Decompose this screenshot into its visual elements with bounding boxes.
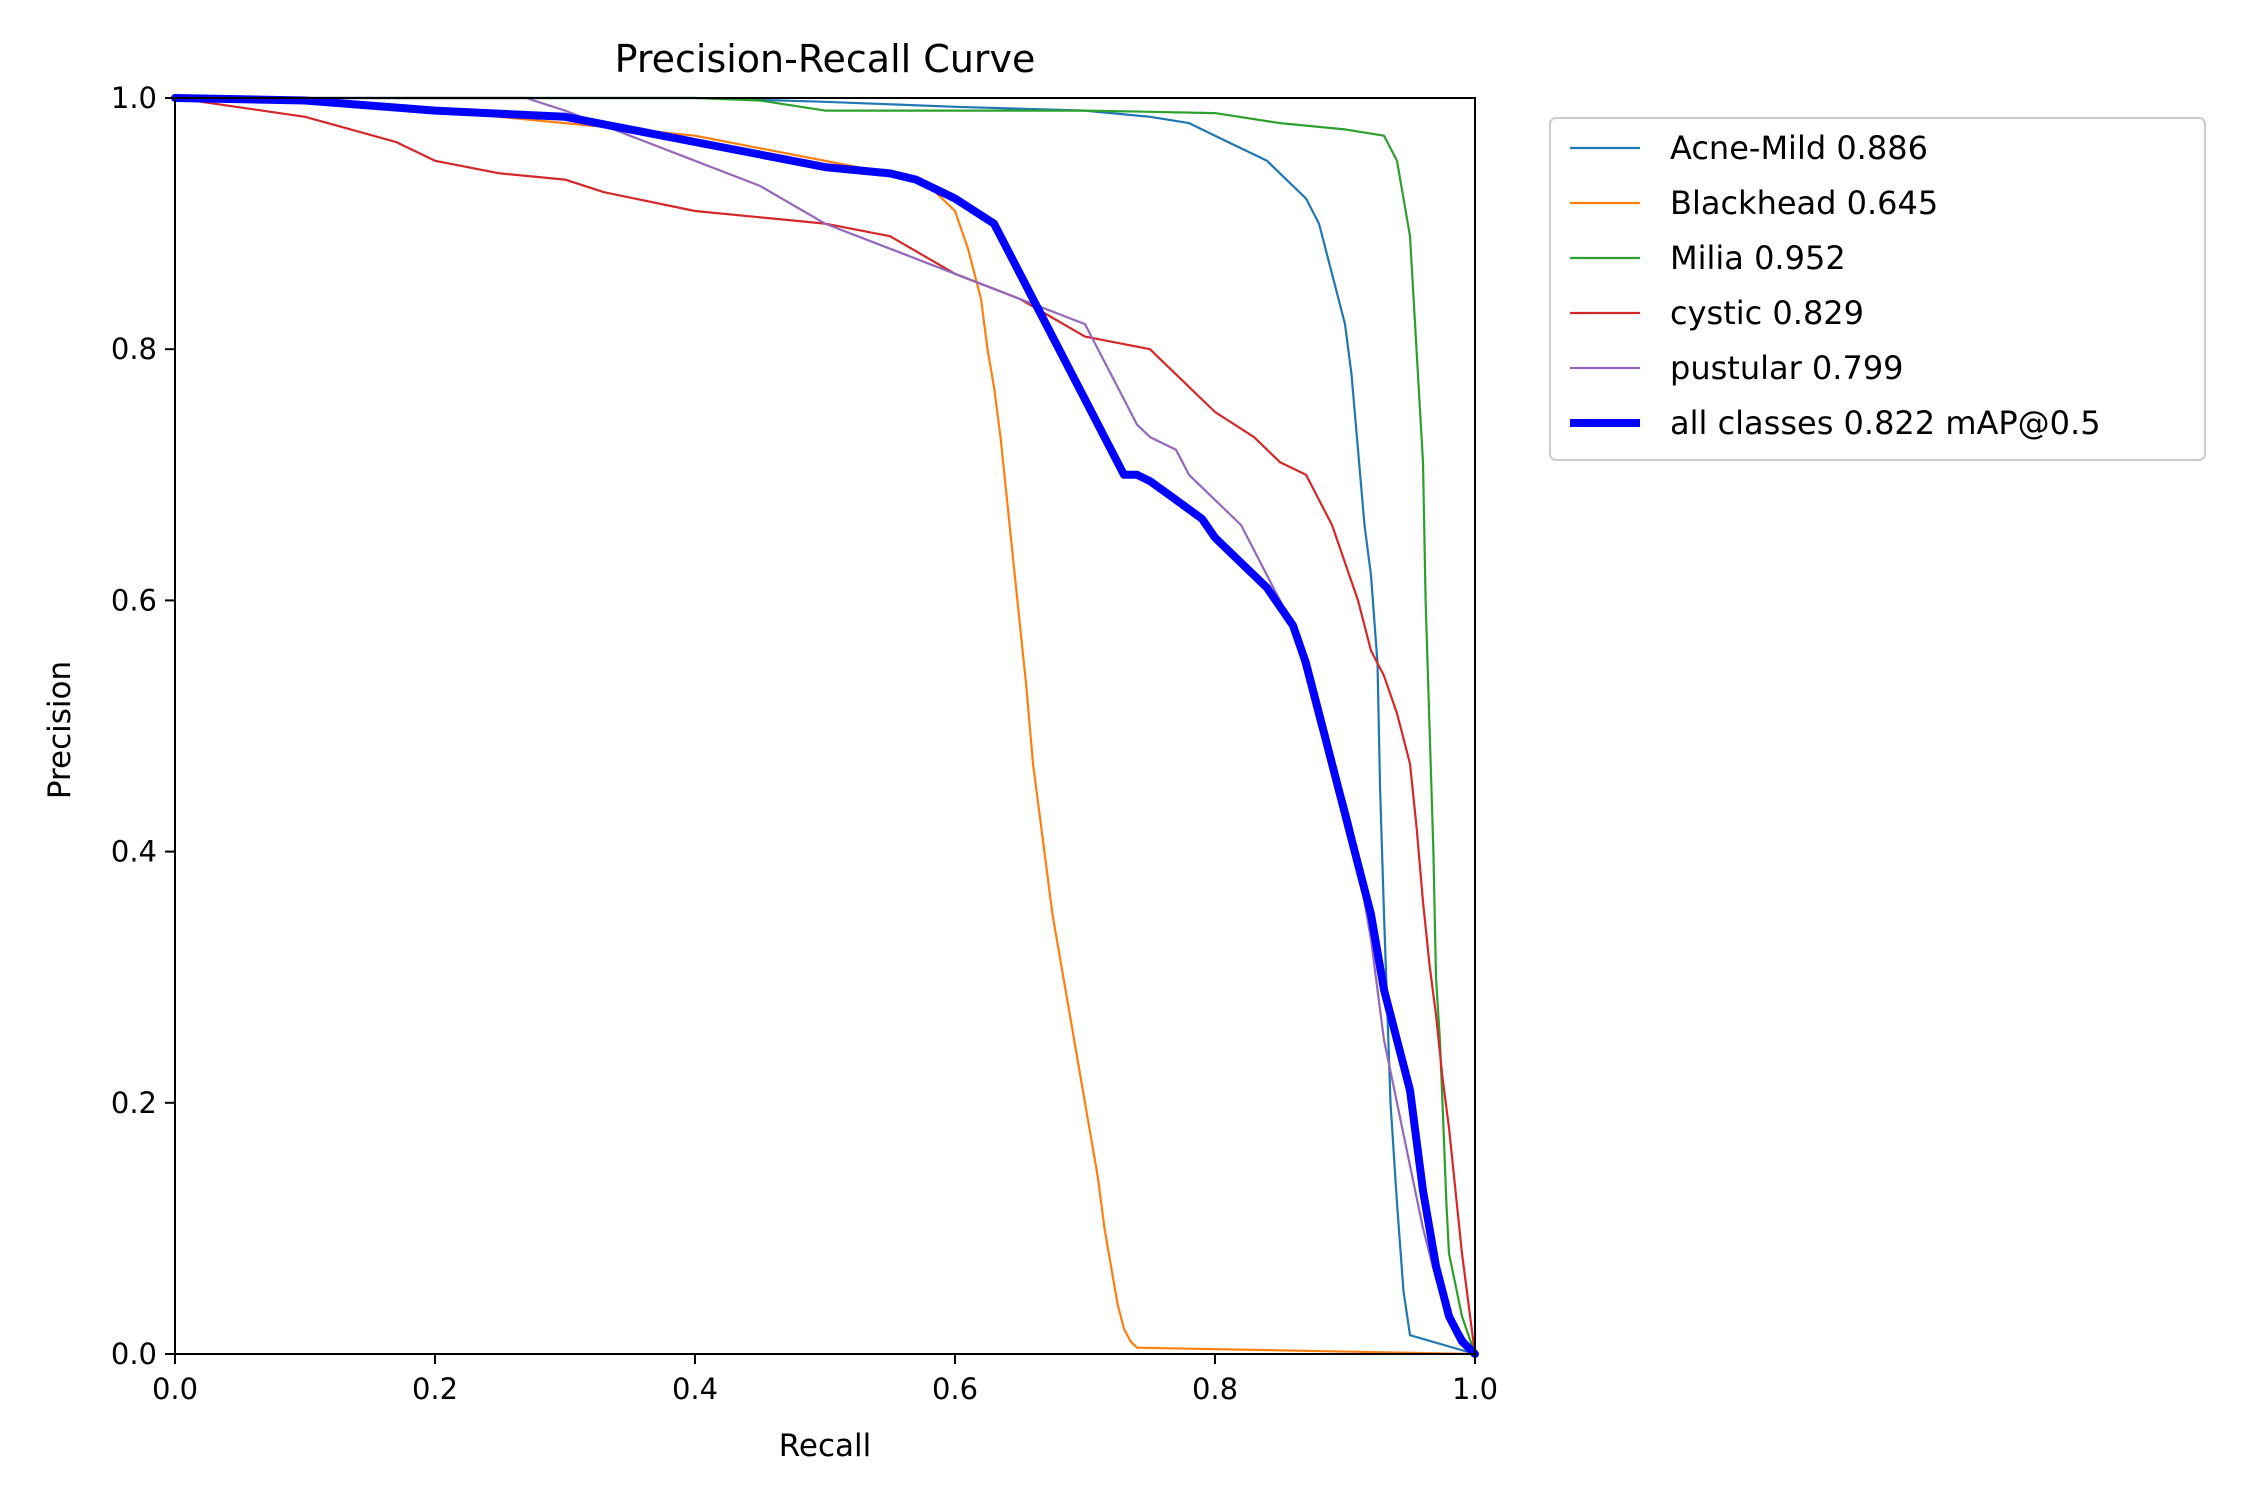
series-line-5 xyxy=(171,94,1479,1358)
legend-label-1: Blackhead 0.645 xyxy=(1670,184,1938,222)
y-tick-label: 0.6 xyxy=(111,583,157,617)
y-axis-label: Precision xyxy=(42,661,78,799)
legend-label-3: cystic 0.829 xyxy=(1670,294,1864,332)
legend-label-0: Acne-Mild 0.886 xyxy=(1670,129,1928,167)
y-tick-label: 1.0 xyxy=(111,81,157,115)
legend-label-4: pustular 0.799 xyxy=(1670,349,1904,387)
x-tick-label: 0.0 xyxy=(152,1372,198,1406)
y-tick-label: 0.8 xyxy=(111,332,157,366)
legend-items: Acne-Mild 0.886 Blackhead 0.645 Milia 0.95… xyxy=(1570,129,2101,442)
legend-box xyxy=(1549,117,2206,461)
x-tick-label: 0.4 xyxy=(672,1372,718,1406)
x-tick-label: 0.8 xyxy=(1192,1372,1238,1406)
legend: Acne-Mild 0.886 Blackhead 0.645 Milia 0.95… xyxy=(1549,117,2206,461)
x-tick-label: 1.0 xyxy=(1452,1372,1498,1406)
y-axis-ticks: 0.0 0.2 0.4 0.6 0.8 1.0 xyxy=(111,81,175,1371)
x-tick-label: 0.6 xyxy=(932,1372,978,1406)
plot-frame xyxy=(174,97,1476,1355)
series-layer xyxy=(171,94,1479,1358)
x-axis-label: Recall xyxy=(779,1428,872,1464)
y-tick-label: 0.4 xyxy=(111,835,157,869)
legend-label-5: all classes 0.822 mAP@0.5 xyxy=(1670,404,2101,442)
legend-label-2: Milia 0.952 xyxy=(1670,239,1846,277)
x-axis-ticks: 0.0 0.2 0.4 0.6 0.8 1.0 xyxy=(152,1354,1498,1406)
series-line-2 xyxy=(173,96,1477,1356)
chart-title: Precision-Recall Curve xyxy=(615,37,1036,81)
x-tick-label: 0.2 xyxy=(412,1372,458,1406)
y-tick-label: 0.2 xyxy=(111,1086,157,1120)
series-line-3 xyxy=(173,96,1477,1356)
series-line-4 xyxy=(173,96,1477,1356)
y-tick-label: 0.0 xyxy=(111,1337,157,1371)
plot-area xyxy=(175,98,1475,1354)
